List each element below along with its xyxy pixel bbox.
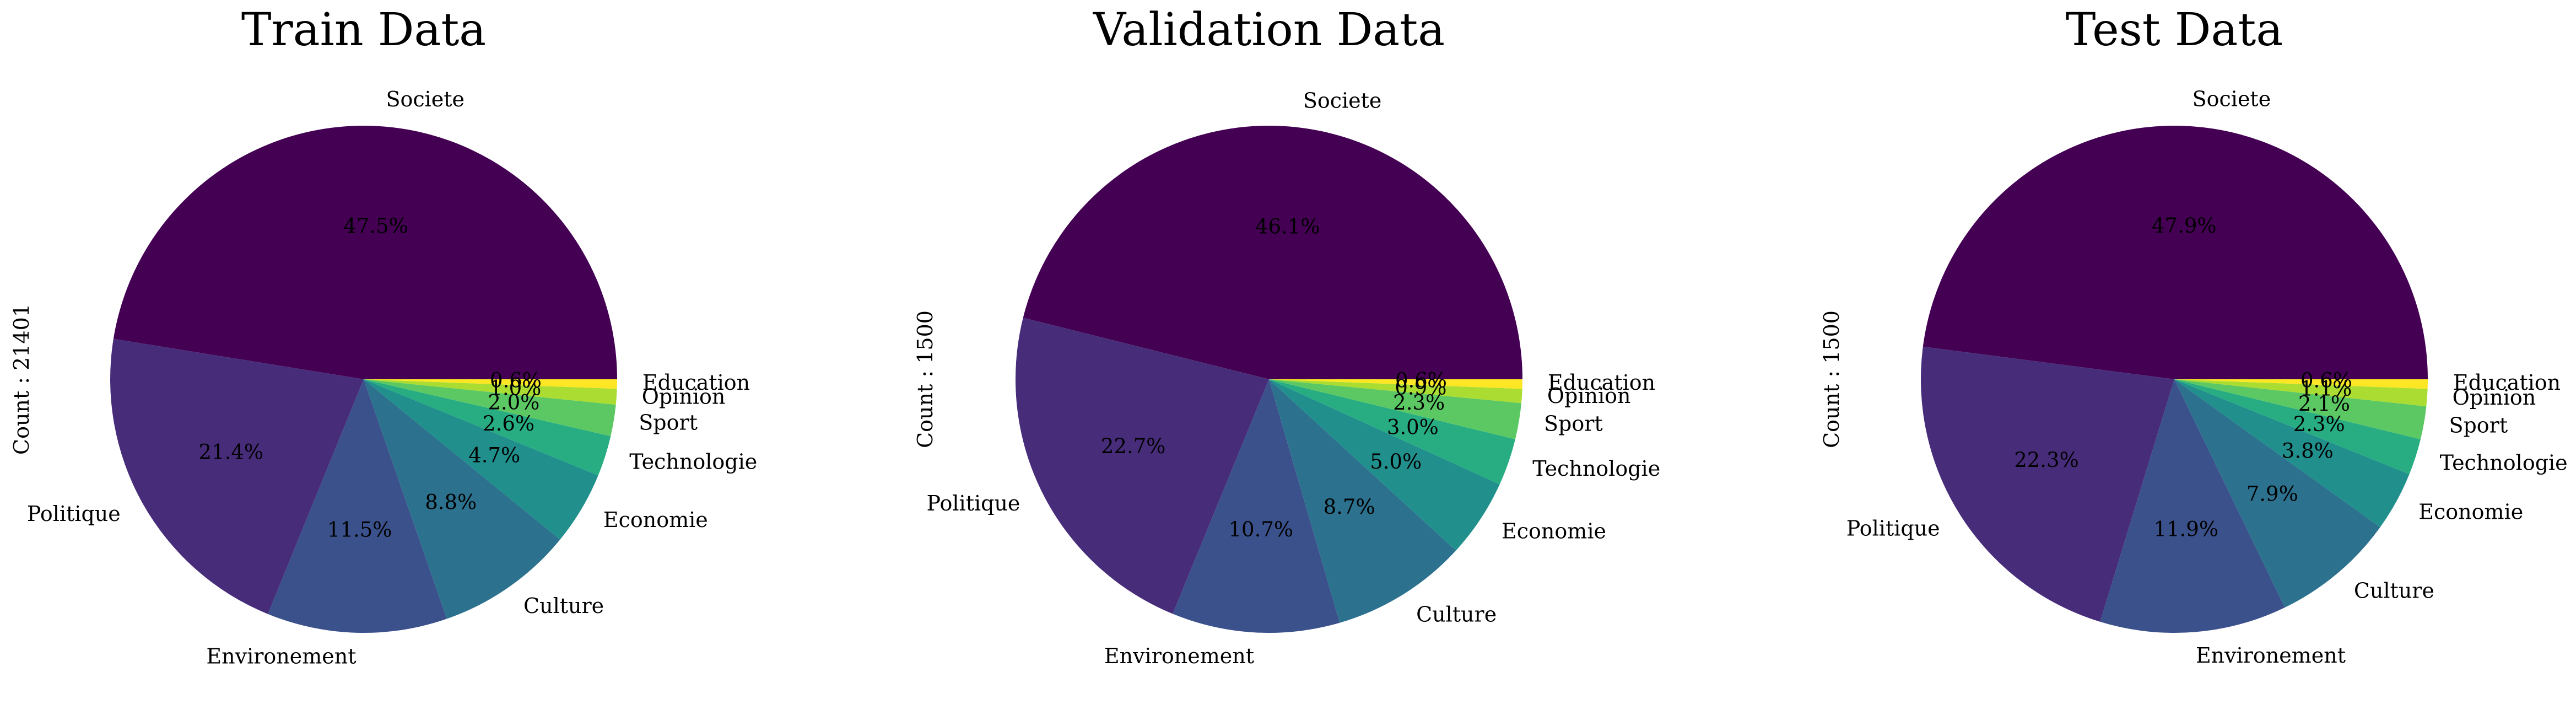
validation-slice-environement bbox=[1173, 379, 1340, 633]
train-percent-label: 4.7% bbox=[468, 444, 520, 467]
test-category-label: Sport bbox=[2449, 413, 2508, 438]
test-percent-label: 2.1% bbox=[2298, 392, 2350, 416]
test-percent-label: 7.9% bbox=[2246, 482, 2298, 506]
train-slice-environement bbox=[268, 379, 447, 633]
validation-category-label: Sport bbox=[1544, 411, 1603, 436]
test-slice-societe bbox=[1922, 125, 2428, 379]
train-percent-label: 1.0% bbox=[489, 377, 541, 400]
validation-chart-title: Validation Data bbox=[1093, 4, 1445, 56]
test-slice-education bbox=[2174, 379, 2428, 389]
train-percent-label: 47.5% bbox=[343, 214, 408, 238]
validation-category-label: Environement bbox=[1104, 644, 1254, 668]
test-count-label: Count : 1500 bbox=[1819, 310, 1844, 448]
validation-slice-economie bbox=[1269, 379, 1500, 551]
validation-category-label: Opinion bbox=[1547, 384, 1631, 408]
test-slice-economie bbox=[2174, 379, 2410, 528]
train-category-label: Opinion bbox=[642, 384, 726, 408]
test-category-label: Technologie bbox=[2440, 450, 2568, 475]
validation-category-label: Societe bbox=[1303, 88, 1382, 112]
test-slice-environement bbox=[2100, 379, 2285, 633]
train-percent-label: 11.5% bbox=[327, 518, 392, 541]
validation-category-label: Economie bbox=[1502, 519, 1606, 544]
validation-slice-education bbox=[1269, 379, 1522, 389]
train-percent-label: 21.4% bbox=[199, 440, 264, 464]
test-category-label: Economie bbox=[2418, 499, 2523, 524]
test-slice-technologie bbox=[2174, 379, 2421, 475]
validation-percent-label: 22.7% bbox=[1101, 434, 1166, 458]
train-slice-politique bbox=[110, 338, 364, 614]
train-slice-culture bbox=[364, 379, 560, 619]
validation-slice-sport bbox=[1269, 379, 1521, 439]
train-count-label: Count : 21401 bbox=[9, 304, 34, 455]
validation-percent-label: 2.3% bbox=[1393, 391, 1445, 415]
validation-slice-opinion bbox=[1269, 379, 1522, 404]
train-category-label: Culture bbox=[523, 594, 604, 618]
test-category-label: Societe bbox=[2192, 87, 2271, 111]
test-slice-culture bbox=[2174, 379, 2380, 608]
train-category-label: Economie bbox=[603, 508, 708, 532]
train-slice-opinion bbox=[364, 379, 617, 405]
train-percent-label: 8.8% bbox=[425, 491, 477, 514]
test-percent-label: 11.9% bbox=[2153, 518, 2218, 541]
validation-percent-label: 0.6% bbox=[1395, 369, 1447, 393]
test-percent-label: 22.3% bbox=[2014, 448, 2079, 472]
train-category-label: Societe bbox=[386, 87, 465, 111]
validation-category-label: Education bbox=[1548, 370, 1655, 395]
validation-percent-label: 10.7% bbox=[1228, 518, 1293, 541]
train-category-label: Sport bbox=[639, 411, 698, 435]
train-category-label: Education bbox=[642, 370, 750, 395]
test-percent-label: 1.1% bbox=[2300, 377, 2352, 400]
train-slice-sport bbox=[364, 379, 616, 437]
validation-count-label: Count : 1500 bbox=[913, 310, 937, 448]
test-category-label: Environement bbox=[2196, 643, 2346, 668]
train-category-label: Environement bbox=[206, 644, 356, 668]
validation-category-label: Politique bbox=[926, 491, 1020, 515]
test-category-label: Politique bbox=[1846, 517, 1940, 541]
test-percent-label: 47.9% bbox=[2152, 214, 2217, 238]
test-percent-label: 3.8% bbox=[2282, 439, 2334, 463]
validation-slice-politique bbox=[1016, 318, 1269, 614]
test-category-label: Education bbox=[2453, 370, 2561, 395]
validation-percent-label: 3.0% bbox=[1387, 416, 1439, 439]
test-pie-chart: Test Data Count : 1500 Societe 47.9% Polit… bbox=[1819, 4, 2568, 668]
validation-category-label: Technologie bbox=[1532, 456, 1660, 481]
validation-slice-societe bbox=[1023, 125, 1522, 379]
validation-percent-label: 0.9% bbox=[1395, 376, 1446, 400]
validation-category-label: Culture bbox=[1416, 602, 1497, 626]
train-percent-label: 0.6% bbox=[490, 369, 542, 393]
test-slice-politique bbox=[1921, 346, 2174, 622]
validation-pie-chart: Validation Data Count : 1500 Societe 46.1… bbox=[913, 4, 1660, 668]
train-slice-economie bbox=[364, 379, 598, 540]
validation-percent-label: 5.0% bbox=[1370, 450, 1422, 474]
validation-slice-technologie bbox=[1269, 379, 1515, 485]
test-category-label: Opinion bbox=[2453, 385, 2536, 410]
train-percent-label: 2.6% bbox=[483, 412, 534, 436]
test-slice-opinion bbox=[2174, 379, 2428, 407]
train-chart-title: Train Data bbox=[241, 4, 486, 56]
test-percent-label: 0.6% bbox=[2300, 369, 2352, 393]
test-category-label: Culture bbox=[2354, 579, 2434, 603]
test-percent-label: 2.3% bbox=[2293, 412, 2345, 436]
train-percent-label: 2.0% bbox=[488, 390, 539, 414]
test-chart-title: Test Data bbox=[2066, 4, 2283, 56]
validation-percent-label: 46.1% bbox=[1255, 215, 1320, 239]
train-slice-education bbox=[364, 379, 617, 389]
train-pie-chart: Train Data Count : 21401 Societe 47.5% Pol… bbox=[9, 4, 757, 668]
test-slice-sport bbox=[2174, 379, 2427, 439]
train-slice-societe bbox=[113, 126, 617, 379]
train-category-label: Politique bbox=[27, 502, 121, 526]
train-slice-technologie bbox=[364, 379, 611, 476]
train-category-label: Technologie bbox=[629, 450, 757, 474]
validation-percent-label: 8.7% bbox=[1324, 495, 1375, 519]
validation-slice-culture bbox=[1269, 379, 1456, 623]
